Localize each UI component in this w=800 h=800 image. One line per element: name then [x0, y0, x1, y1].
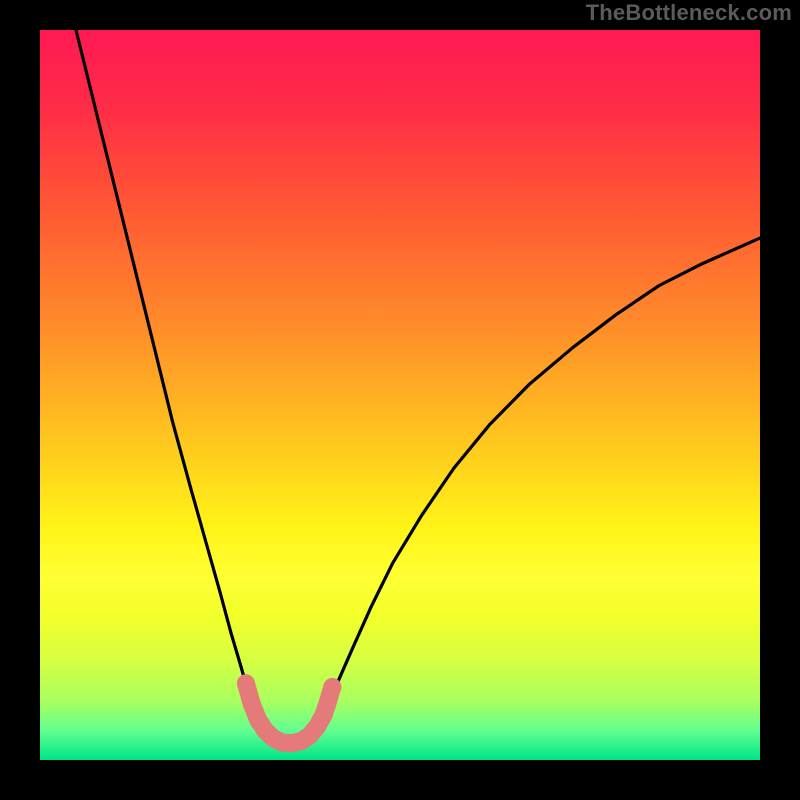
marker-dot: [323, 678, 341, 696]
marker-dot: [237, 674, 255, 692]
plot-background: [40, 30, 760, 760]
chart-stage: TheBottleneck.com: [0, 0, 800, 800]
frame: [760, 0, 800, 800]
marker-dot: [243, 695, 261, 713]
chart-svg: [0, 0, 800, 800]
watermark-text: TheBottleneck.com: [586, 0, 792, 26]
frame: [0, 760, 800, 800]
frame: [0, 0, 40, 800]
